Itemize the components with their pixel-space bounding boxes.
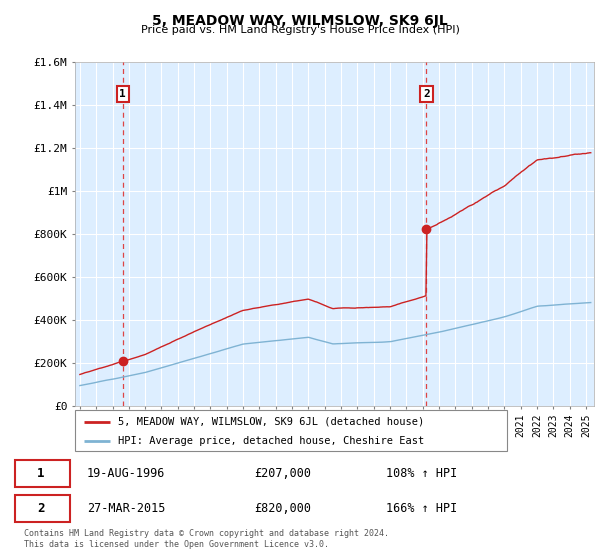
Text: 27-MAR-2015: 27-MAR-2015 <box>87 502 165 515</box>
FancyBboxPatch shape <box>75 410 507 451</box>
Text: 166% ↑ HPI: 166% ↑ HPI <box>386 502 458 515</box>
Text: Price paid vs. HM Land Registry's House Price Index (HPI): Price paid vs. HM Land Registry's House … <box>140 25 460 35</box>
Text: Contains HM Land Registry data © Crown copyright and database right 2024.
This d: Contains HM Land Registry data © Crown c… <box>24 529 389 549</box>
Text: 1: 1 <box>37 466 44 480</box>
Text: 1: 1 <box>119 89 126 99</box>
Text: 19-AUG-1996: 19-AUG-1996 <box>87 466 165 480</box>
Text: HPI: Average price, detached house, Cheshire East: HPI: Average price, detached house, Ches… <box>118 436 424 446</box>
Text: 5, MEADOW WAY, WILMSLOW, SK9 6JL (detached house): 5, MEADOW WAY, WILMSLOW, SK9 6JL (detach… <box>118 417 424 427</box>
Text: £820,000: £820,000 <box>254 502 311 515</box>
FancyBboxPatch shape <box>15 460 70 487</box>
Text: 108% ↑ HPI: 108% ↑ HPI <box>386 466 458 480</box>
FancyBboxPatch shape <box>15 495 70 521</box>
Text: 2: 2 <box>423 89 430 99</box>
Text: £207,000: £207,000 <box>254 466 311 480</box>
Text: 5, MEADOW WAY, WILMSLOW, SK9 6JL: 5, MEADOW WAY, WILMSLOW, SK9 6JL <box>152 14 448 28</box>
Text: 2: 2 <box>37 502 44 515</box>
